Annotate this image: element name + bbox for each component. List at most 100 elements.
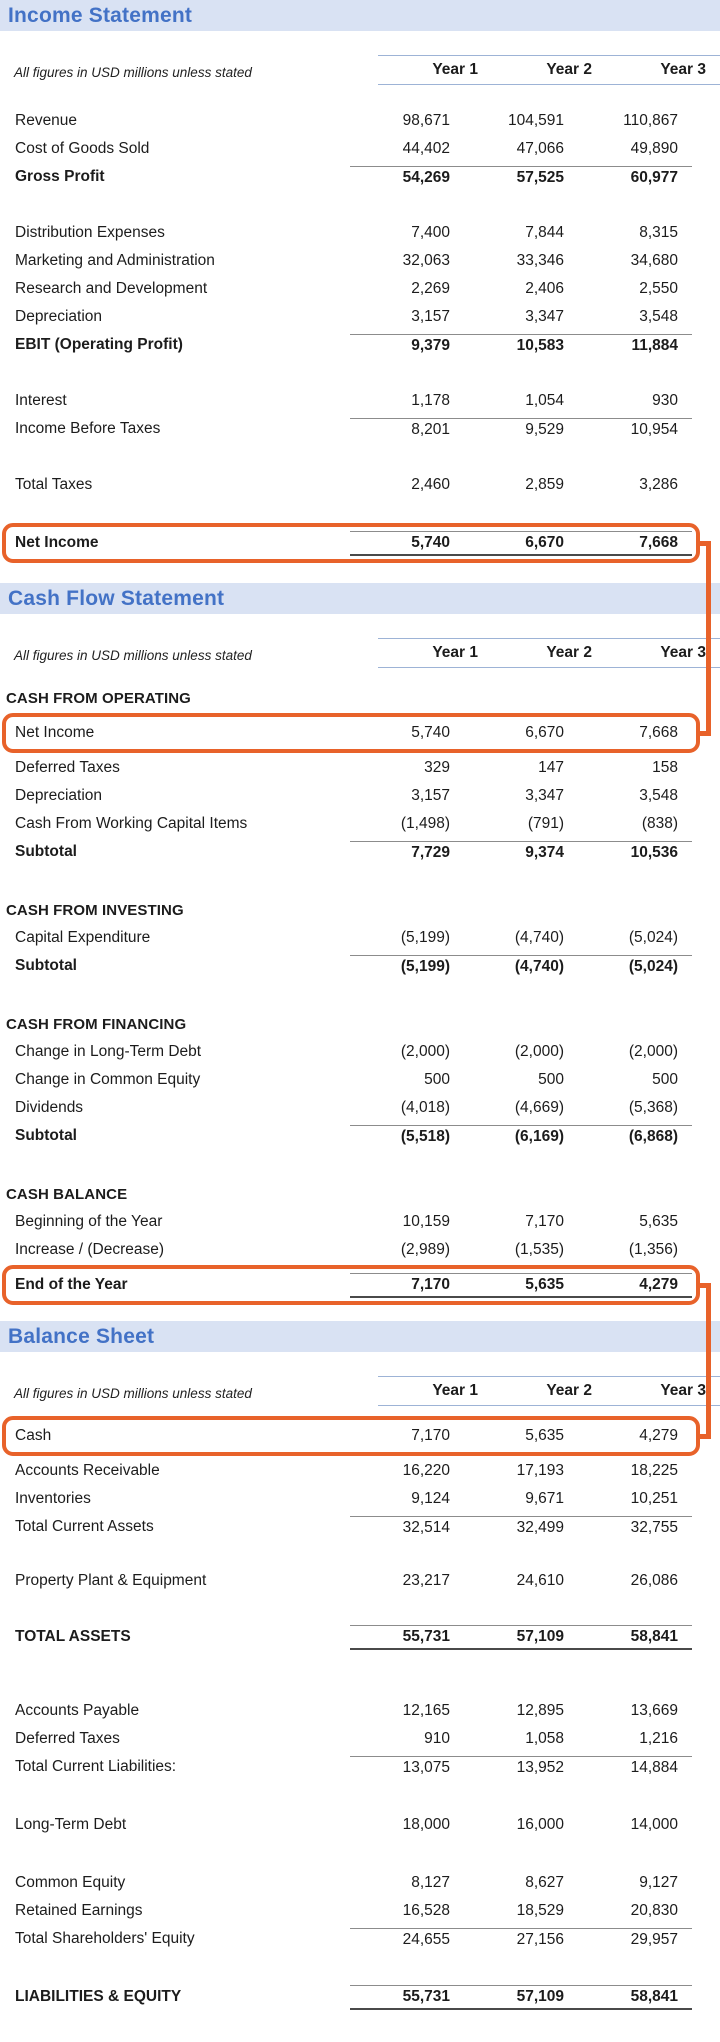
value-year-1: 7,170 <box>411 1427 450 1444</box>
value-year-1: 9,379 <box>411 336 450 354</box>
row-values: (5,199) (4,740) (5,024) <box>350 927 692 949</box>
value-year-3: 4,279 <box>639 1275 678 1293</box>
row-group: Net Income 5,740 6,670 7,668 <box>0 529 692 557</box>
row-cost-of-goods-sold: Cost of Goods Sold 44,402 47,066 49,890 <box>0 135 692 163</box>
row-label: Increase / (Decrease) <box>15 1241 165 1258</box>
statement-table: Revenue 98,671 104,591 110,867 Cost of Goods… <box>0 107 692 557</box>
row-depreciation: Depreciation 3,157 3,347 3,548 <box>0 303 692 331</box>
column-header-year-3: Year 3 <box>660 644 706 661</box>
row-group: Accounts Payable 12,165 12,895 13,669 Deferr… <box>0 1697 692 1781</box>
row-subtotal: Subtotal (5,518) (6,169) (6,868) <box>0 1122 692 1150</box>
row-label: Net Income <box>15 724 95 741</box>
row-values: (1,498) (791) (838) <box>350 813 692 835</box>
units-note: All figures in USD millions unless state… <box>14 65 252 80</box>
value-year-2: 10,583 <box>516 336 564 354</box>
row-distribution-expenses: Distribution Expenses 7,400 7,844 8,315 <box>0 219 692 247</box>
row-net-income: Net Income 5,740 6,670 7,668 <box>0 719 692 747</box>
value-year-2: 16,000 <box>516 1816 564 1833</box>
row-depreciation: Depreciation 3,157 3,347 3,548 <box>0 782 692 810</box>
column-header-year-1: Year 1 <box>432 644 478 661</box>
value-year-1: 9,124 <box>411 1490 450 1507</box>
value-year-2: 57,525 <box>516 168 564 186</box>
value-year-1: 7,400 <box>411 224 450 241</box>
row-values: 23,217 24,610 26,086 <box>350 1570 692 1592</box>
value-year-2: 12,895 <box>516 1702 564 1719</box>
value-year-2: 3,347 <box>525 308 564 325</box>
row-values: 3,157 3,347 3,548 <box>350 306 692 328</box>
row-values: 7,170 5,635 4,279 <box>350 1425 692 1447</box>
row-values: 9,379 10,583 11,884 <box>350 333 692 357</box>
value-year-3: 3,286 <box>639 476 678 493</box>
value-year-2: 18,529 <box>516 1902 564 1919</box>
value-year-2: 17,193 <box>516 1462 564 1479</box>
value-year-1: 18,000 <box>402 1816 450 1833</box>
row-label: Total Shareholders' Equity <box>15 1930 195 1947</box>
row-values: 16,528 18,529 20,830 <box>350 1900 692 1922</box>
value-year-3: 10,536 <box>630 843 678 861</box>
row-values: (2,989) (1,535) (1,356) <box>350 1239 692 1261</box>
row-label: Beginning of the Year <box>15 1213 163 1230</box>
column-header-year-1: Year 1 <box>432 1382 478 1399</box>
value-year-3: 11,884 <box>631 336 678 354</box>
row-values: 16,220 17,193 18,225 <box>350 1460 692 1482</box>
row-label: EBIT (Operating Profit) <box>15 336 183 353</box>
row-values: 98,671 104,591 110,867 <box>350 110 692 132</box>
value-year-2: 5,635 <box>525 1275 564 1293</box>
value-year-3: 26,086 <box>630 1572 678 1589</box>
row-marketing-and-administration: Marketing and Administration 32,063 33,346… <box>0 247 692 275</box>
value-year-1: 910 <box>424 1730 450 1747</box>
value-year-2: 2,406 <box>525 280 564 297</box>
value-year-3: 34,680 <box>630 252 678 269</box>
value-year-3: (2,000) <box>628 1043 678 1060</box>
value-year-1: 1,178 <box>411 392 450 409</box>
value-year-3: 14,000 <box>630 1816 678 1833</box>
row-deferred-taxes: Deferred Taxes 329 147 158 <box>0 754 692 782</box>
row-group: Common Equity 8,127 8,627 9,127 Retained Ear… <box>0 1869 692 1953</box>
column-header-year-2: Year 2 <box>546 61 592 78</box>
value-year-3: 29,957 <box>630 1930 678 1948</box>
column-header-year-3: Year 3 <box>660 1382 706 1399</box>
value-year-3: 2,550 <box>639 280 678 297</box>
row-long-term-debt: Long-Term Debt 18,000 16,000 14,000 <box>0 1811 692 1839</box>
row-label: Gross Profit <box>15 168 105 185</box>
row-label: Change in Common Equity <box>15 1071 201 1088</box>
value-year-3: 1,216 <box>639 1730 678 1747</box>
value-year-2: 33,346 <box>516 252 564 269</box>
value-year-1: (5,518) <box>400 1127 450 1145</box>
value-year-2: 5,635 <box>525 1427 564 1444</box>
section-header-cash-from-operating: CASH FROM OPERATING <box>6 689 191 707</box>
row-revenue: Revenue 98,671 104,591 110,867 <box>0 107 692 135</box>
value-year-3: 930 <box>652 392 678 409</box>
row-values: 32,063 33,346 34,680 <box>350 250 692 272</box>
column-header-year-3: Year 3 <box>660 61 706 78</box>
row-label: Subtotal <box>15 843 77 860</box>
row-values: 5,740 6,670 7,668 <box>350 530 692 556</box>
value-year-2: 8,627 <box>525 1874 564 1891</box>
row-values: (5,199) (4,740) (5,024) <box>350 954 692 978</box>
row-values: 54,269 57,525 60,977 <box>350 165 692 189</box>
value-year-2: 147 <box>538 759 564 776</box>
row-values: 8,201 9,529 10,954 <box>350 417 692 441</box>
row-values: 8,127 8,627 9,127 <box>350 1872 692 1894</box>
year-columns: Year 1 Year 2 Year 3 <box>378 638 720 668</box>
column-header-row: All figures in USD millions unless state… <box>0 638 720 668</box>
year-columns: Year 1 Year 2 Year 3 <box>378 1376 720 1406</box>
value-year-2: (4,740) <box>514 957 564 975</box>
value-year-2: 7,844 <box>525 224 564 241</box>
row-label: Depreciation <box>15 308 103 325</box>
row-common-equity: Common Equity 8,127 8,627 9,127 <box>0 1869 692 1897</box>
row-net-income: Net Income 5,740 6,670 7,668 <box>0 529 692 557</box>
row-label: Subtotal <box>15 1127 77 1144</box>
row-total-current-assets: Total Current Assets 32,514 32,499 32,755 <box>0 1513 692 1541</box>
row-values: 500 500 500 <box>350 1069 692 1091</box>
row-values: 55,731 57,109 58,841 <box>350 1984 692 2010</box>
column-header-row: All figures in USD millions unless state… <box>0 55 720 85</box>
value-year-3: 60,977 <box>630 168 678 186</box>
value-year-2: 47,066 <box>516 140 564 157</box>
row-group: Distribution Expenses 7,400 7,844 8,315 Mark… <box>0 219 692 359</box>
row-values: 18,000 16,000 14,000 <box>350 1814 692 1836</box>
row-group: TOTAL ASSETS 55,731 57,109 58,841 <box>0 1623 692 1651</box>
row-values: 55,731 57,109 58,841 <box>350 1624 692 1650</box>
row-label: Revenue <box>15 112 78 129</box>
